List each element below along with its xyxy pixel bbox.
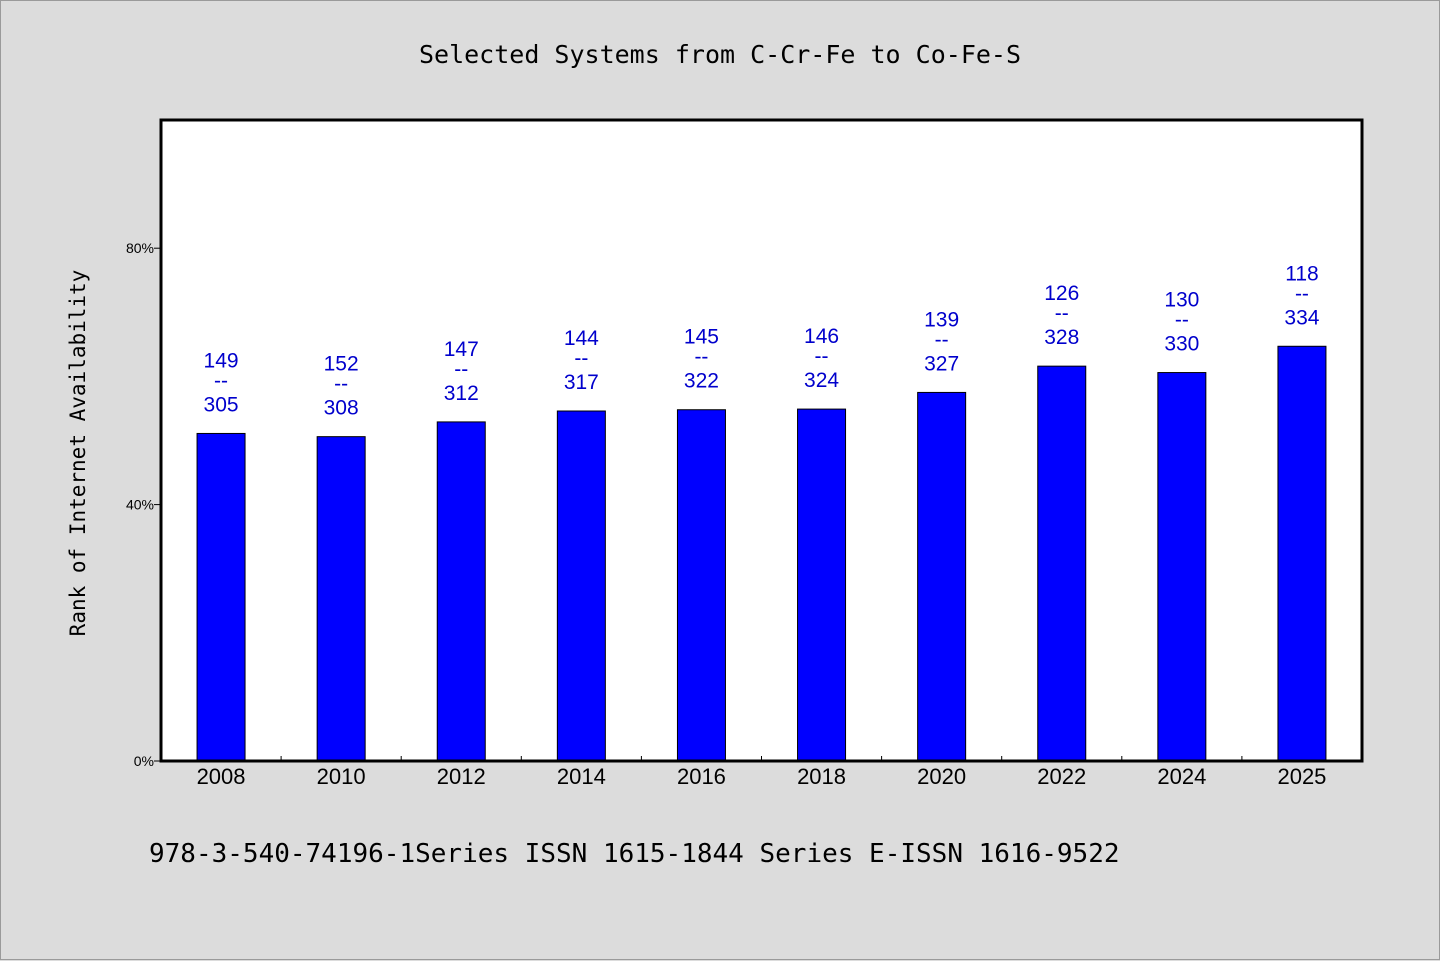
bar-2008 (196, 432, 246, 762)
x-tick-label: 2010 (317, 764, 366, 789)
bar-2012 (436, 421, 486, 762)
x-tick-label: 2016 (677, 764, 726, 789)
data-label-bottom: 324 (804, 369, 839, 392)
data-label-separator: -- (454, 358, 468, 381)
data-label-bottom: 330 (1164, 333, 1199, 356)
chart-title: Selected Systems from C-Cr-Fe to Co-Fe-S (419, 40, 1021, 69)
data-label-bottom: 305 (204, 393, 239, 416)
data-label-top: 149 (204, 349, 239, 372)
y-axis-ticks: 0% 40% 80% (126, 240, 161, 769)
data-label-top: 144 (564, 327, 599, 350)
bars (196, 345, 1327, 762)
data-label-top: 130 (1164, 289, 1199, 312)
x-tick-label: 2018 (797, 764, 846, 789)
x-tick-label: 2020 (917, 764, 966, 789)
x-tick-label: 2008 (197, 764, 246, 789)
data-label-separator: -- (1055, 302, 1069, 325)
y-tick-label: 40% (126, 497, 154, 513)
data-label-top: 126 (1044, 282, 1079, 305)
x-tick-label: 2024 (1157, 764, 1206, 789)
bar-2024 (1157, 372, 1207, 762)
data-label-top: 118 (1285, 262, 1318, 285)
x-tick-label: 2012 (437, 764, 486, 789)
data-label-bottom: 308 (324, 397, 359, 420)
bar-2025 (1277, 345, 1327, 762)
data-label-top: 146 (804, 325, 839, 348)
x-tick-label: 2025 (1277, 764, 1326, 789)
data-label-separator: -- (1295, 282, 1309, 305)
data-label-separator: -- (214, 369, 228, 392)
data-label-bottom: 327 (924, 352, 959, 375)
data-label-top: 147 (444, 338, 479, 361)
data-label-bottom: 334 (1284, 306, 1319, 329)
x-tick-label: 2014 (557, 764, 606, 789)
x-tick-label: 2022 (1037, 764, 1086, 789)
y-tick-label: 0% (134, 753, 154, 769)
data-label-top: 139 (924, 308, 959, 331)
data-label-bottom: 322 (684, 370, 719, 393)
footer-isbn-text: 978-3-540-74196-1Series ISSN 1615-1844 S… (149, 839, 1120, 869)
data-label-separator: -- (815, 345, 829, 368)
data-label-top: 145 (684, 326, 719, 349)
data-label-separator: -- (334, 373, 348, 396)
bar-2018 (797, 408, 847, 762)
plot-border (159, 118, 1364, 763)
bar-2022 (1037, 365, 1087, 762)
bar-2014 (556, 410, 606, 762)
y-axis-label: Rank of Internet Availability (66, 270, 90, 637)
data-label-separator: -- (935, 328, 949, 351)
data-label-top: 152 (324, 353, 359, 376)
data-labels: 149--305152--308147--312144--317145--322… (204, 262, 1320, 419)
data-label-bottom: 317 (564, 371, 599, 394)
data-label-bottom: 312 (444, 382, 479, 405)
data-label-bottom: 328 (1044, 326, 1079, 349)
data-label-separator: -- (1175, 309, 1189, 332)
bar-2016 (676, 409, 726, 762)
x-axis-ticks: 2008 2010 2012 2014 2016 2018 2020 2022 2024 2025 (197, 756, 1326, 789)
bar-2010 (316, 436, 366, 762)
bar-2020 (917, 391, 967, 762)
data-label-separator: -- (694, 346, 708, 369)
data-label-separator: -- (574, 347, 588, 370)
y-tick-label: 80% (126, 240, 154, 256)
